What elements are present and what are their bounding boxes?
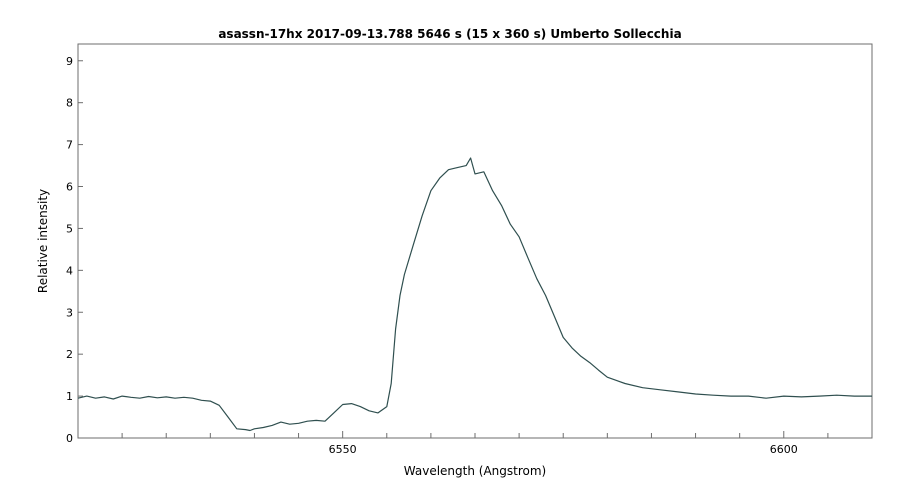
x-axis: 6550 6600 — [121, 431, 829, 456]
y-tick-label: 3 — [66, 306, 73, 319]
y-tick-label: 9 — [66, 55, 73, 68]
y-axis-label: Relative intensity — [36, 189, 50, 293]
x-axis-label: Wavelength (Angstrom) — [404, 464, 546, 478]
y-tick-label: 8 — [66, 97, 73, 110]
spectrum-line — [77, 157, 872, 432]
plot-area — [77, 43, 873, 439]
x-tick-label: 6550 — [329, 443, 357, 456]
y-tick-label: 2 — [66, 348, 73, 361]
y-tick-label: 0 — [66, 432, 73, 445]
chart-title: asassn-17hx 2017-09-13.788 5646 s (15 x … — [218, 27, 681, 41]
series-layer — [77, 157, 872, 432]
y-tick-label: 7 — [66, 139, 73, 152]
y-axis: 0 1 2 3 4 5 6 7 8 9 — [66, 55, 83, 445]
y-tick-label: 6 — [66, 181, 73, 194]
y-tick-label: 5 — [66, 222, 73, 235]
y-tick-label: 4 — [66, 264, 73, 277]
y-tick-label: 1 — [66, 390, 73, 403]
x-tick-label: 6600 — [770, 443, 798, 456]
